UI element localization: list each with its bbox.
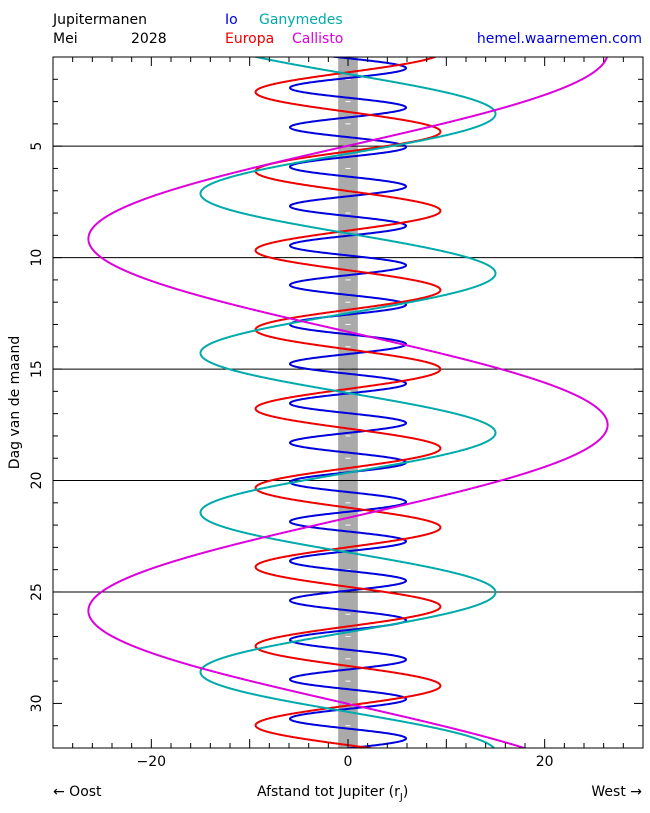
y-tick-label: 30 <box>29 695 45 713</box>
y-tick-label: 10 <box>29 249 45 267</box>
y-tick-label: 15 <box>29 360 45 378</box>
x-axis-label-close: ) <box>402 784 409 800</box>
website-link[interactable]: hemel.waarnemen.com <box>476 31 642 47</box>
y-tick-label: 5 <box>29 142 45 151</box>
year-label: 2028 <box>131 31 167 47</box>
x-tick-label: 20 <box>536 754 554 770</box>
series-ganymedes <box>199 57 497 748</box>
east-direction-label: ← Oost <box>53 784 102 800</box>
x-tick-label: 0 <box>344 754 353 770</box>
x-axis-label: Afstand tot Jupiter (rJ) <box>257 784 408 806</box>
legend-io: Io <box>225 12 238 28</box>
legend-ganymedes: Ganymedes <box>259 12 343 28</box>
x-tick-label: −20 <box>137 754 167 770</box>
chart-title: Jupitermanen <box>53 12 147 28</box>
jupiter-band <box>338 57 358 748</box>
x-axis-label-text: Afstand tot Jupiter (r <box>257 784 400 800</box>
legend-callisto: Callisto <box>292 31 344 47</box>
series-io <box>288 57 408 748</box>
y-axis-label: Dag van de maand <box>7 336 23 469</box>
y-tick-label: 20 <box>29 472 45 490</box>
legend-europa: Europa <box>225 31 275 47</box>
x-axis-label-sub: J <box>399 791 403 803</box>
west-direction-label: West → <box>591 784 642 800</box>
y-tick-label: 25 <box>29 583 45 601</box>
month-label: Mei <box>53 31 78 47</box>
series-callisto <box>87 57 609 748</box>
